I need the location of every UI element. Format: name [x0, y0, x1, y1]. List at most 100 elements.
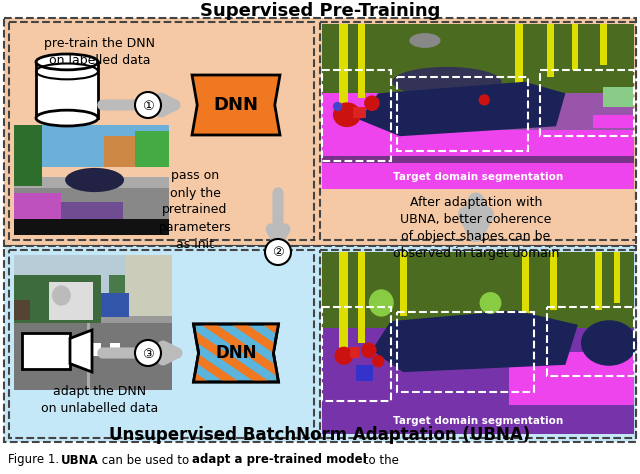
Bar — [9, 22, 314, 240]
Bar — [322, 405, 634, 434]
Bar — [109, 275, 172, 313]
Polygon shape — [170, 324, 270, 382]
Bar — [322, 252, 634, 328]
Bar — [593, 115, 634, 128]
Bar — [135, 130, 169, 167]
Polygon shape — [192, 75, 280, 135]
Bar — [322, 156, 634, 189]
Bar — [547, 24, 554, 77]
Bar — [509, 352, 634, 434]
Circle shape — [135, 340, 161, 366]
Circle shape — [333, 102, 342, 111]
Bar — [603, 87, 634, 107]
Bar — [322, 328, 634, 434]
Bar — [125, 255, 172, 316]
Polygon shape — [360, 82, 565, 136]
Ellipse shape — [36, 110, 98, 126]
Polygon shape — [372, 310, 578, 372]
Bar — [515, 24, 524, 87]
Circle shape — [364, 95, 380, 111]
Bar — [397, 77, 528, 151]
Bar — [350, 346, 360, 357]
Ellipse shape — [581, 320, 637, 366]
Bar — [4, 18, 636, 246]
Text: Target domain segmentation: Target domain segmentation — [393, 416, 563, 426]
Polygon shape — [70, 330, 92, 372]
Polygon shape — [139, 324, 239, 382]
Bar — [110, 343, 120, 356]
Bar — [36, 62, 98, 118]
Polygon shape — [109, 324, 209, 382]
Bar — [14, 320, 172, 390]
Bar — [547, 307, 634, 376]
Text: DNN: DNN — [214, 96, 259, 114]
Ellipse shape — [410, 33, 440, 48]
Text: Supervised Pre-Training: Supervised Pre-Training — [200, 2, 440, 20]
Bar — [339, 24, 348, 115]
Circle shape — [361, 343, 376, 358]
Text: DNN: DNN — [215, 344, 257, 362]
Bar — [320, 22, 636, 240]
Text: ①: ① — [142, 100, 154, 112]
Text: Figure 1.: Figure 1. — [8, 454, 59, 466]
Ellipse shape — [335, 346, 353, 365]
Text: ③: ③ — [142, 347, 154, 361]
Bar — [14, 219, 169, 235]
Text: pass on
only the
pretrained
parameters
as init: pass on only the pretrained parameters a… — [159, 170, 231, 250]
Bar — [14, 300, 30, 320]
Text: ②: ② — [272, 246, 284, 259]
Ellipse shape — [333, 102, 361, 127]
Bar — [540, 70, 634, 136]
Bar — [322, 307, 390, 401]
Bar — [320, 250, 636, 438]
Ellipse shape — [65, 168, 124, 192]
Bar — [4, 246, 636, 442]
Bar — [14, 185, 169, 235]
Text: Target domain segmentation: Target domain segmentation — [393, 173, 563, 182]
Bar — [358, 252, 365, 343]
Bar — [358, 24, 365, 98]
Bar — [54, 343, 63, 356]
Polygon shape — [200, 324, 301, 382]
Bar — [550, 252, 557, 310]
Bar — [92, 343, 101, 356]
Bar — [49, 282, 93, 320]
Bar — [322, 70, 390, 161]
Bar — [356, 365, 374, 381]
Polygon shape — [193, 324, 278, 382]
Bar — [322, 163, 634, 189]
Bar — [493, 93, 634, 129]
Bar — [86, 322, 90, 390]
Circle shape — [135, 92, 161, 118]
Text: can be used to: can be used to — [98, 454, 193, 466]
Ellipse shape — [392, 67, 501, 97]
Bar — [14, 125, 42, 185]
Polygon shape — [231, 324, 332, 382]
Bar — [522, 252, 529, 321]
Text: UBNA: UBNA — [61, 454, 99, 466]
Ellipse shape — [52, 285, 71, 306]
Bar — [72, 343, 82, 356]
Bar — [400, 252, 407, 316]
Bar — [9, 250, 314, 438]
Bar — [353, 107, 365, 118]
Bar — [322, 93, 634, 156]
Bar — [595, 252, 602, 310]
Text: adapt a pre-trained model: adapt a pre-trained model — [192, 454, 367, 466]
Bar — [14, 193, 61, 235]
Bar — [61, 202, 122, 235]
Circle shape — [372, 355, 385, 367]
Text: pre-train the DNN
on labelled data: pre-train the DNN on labelled data — [45, 37, 156, 67]
Bar — [600, 24, 607, 65]
Ellipse shape — [479, 292, 501, 314]
Bar — [22, 333, 70, 369]
Bar — [572, 24, 578, 70]
Bar — [397, 312, 534, 392]
Circle shape — [265, 239, 291, 265]
Bar — [14, 125, 169, 167]
Text: adapt the DNN
on unlabelled data: adapt the DNN on unlabelled data — [42, 385, 159, 415]
Bar — [14, 255, 172, 293]
Bar — [322, 24, 634, 93]
Bar — [14, 177, 169, 188]
Bar — [14, 312, 172, 322]
